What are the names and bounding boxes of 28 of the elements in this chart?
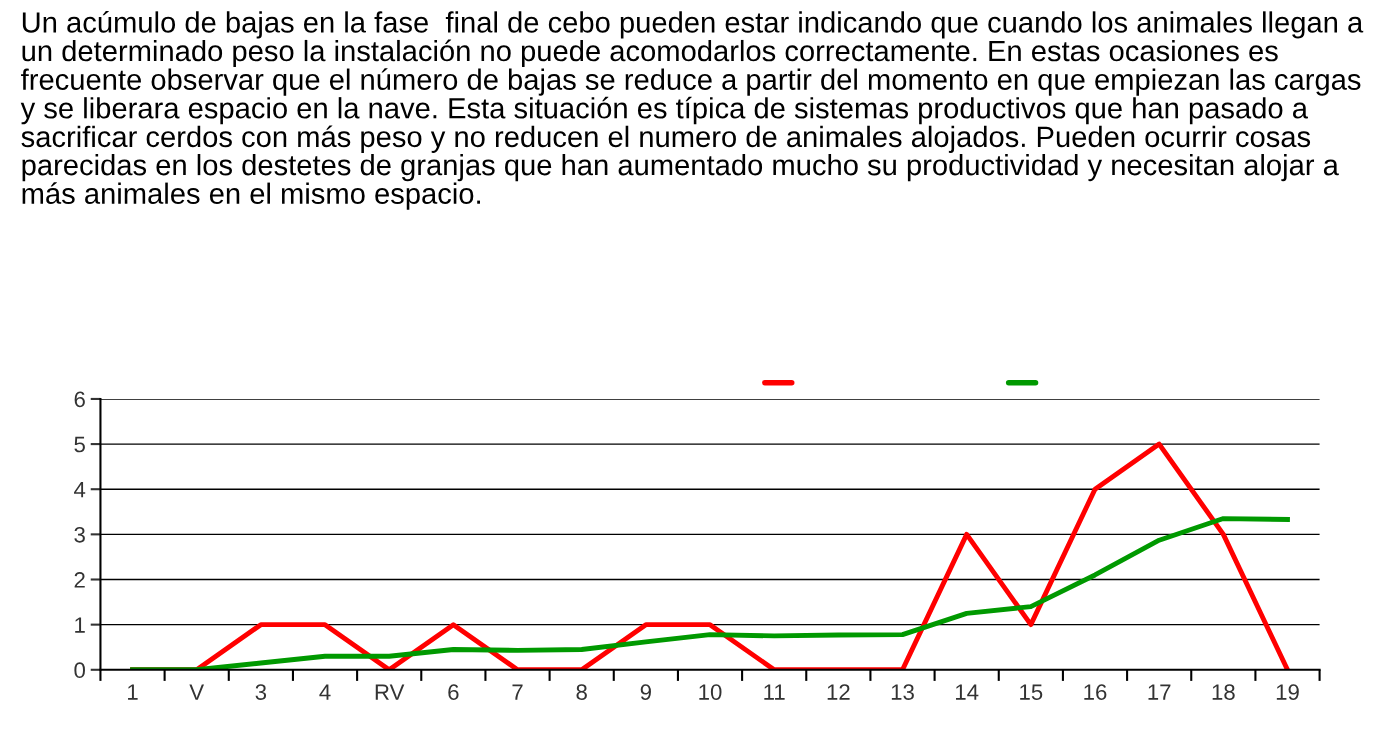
x-tick-label: 14 — [956, 684, 979, 700]
x-tick-label: 10 — [699, 684, 722, 700]
x-tick-label: 9 — [640, 684, 651, 700]
x-tick-label: 8 — [576, 684, 587, 700]
x-tick-label: 19 — [1276, 684, 1299, 700]
y-tick-label: 1 — [75, 617, 85, 633]
y-tick-label: 3 — [74, 526, 85, 543]
x-tick-label: 12 — [827, 684, 850, 700]
x-tick-label: 7 — [512, 684, 523, 700]
x-tick-label: 6 — [448, 684, 459, 700]
x-tick-label: 11 — [764, 684, 785, 700]
y-tick-label: 5 — [74, 436, 85, 453]
x-tick-label: RV — [375, 684, 405, 700]
chart-title: Un acúmulo de bajas en la fase final de cebo pueden estar indicando que cuando los animales llegan a un determinado peso la instalación no puede acomodarlos correctamente. En estas ocasiones es frecuente observar que el número de bajas se reduce a partir del momento en que empiezan las cargas y se liberara espacio en la nave. Esta situación es típica de sistemas productivos que han pasado a sacrificar cerdos con más peso y no reducen el numero de animales alojados. Pueden ocurrir cosas parecidas en los destetes de granjas que han aumentado mucho su productividad y necesitan alojar a más animales en el mismo espacio. — [20, 10, 1364, 210]
line-series — [130, 516, 1290, 670]
y-tick-label: 4 — [74, 481, 86, 498]
x-tick-label: V — [189, 684, 205, 700]
x-tick-label: 18 — [1212, 684, 1235, 700]
y-tick-label: 6 — [74, 391, 85, 408]
y-tick-label: 2 — [74, 572, 85, 588]
x-tick-label: 3 — [255, 684, 267, 700]
x-tick-label: 16 — [1084, 684, 1107, 700]
y-tick-label: 0 — [74, 662, 85, 679]
x-tick-label: 1 — [128, 684, 138, 700]
x-tick-label: 17 — [1148, 684, 1171, 700]
x-tick-label: 13 — [891, 684, 914, 700]
x-tick-label: 4 — [319, 684, 331, 700]
x-tick-label: 15 — [1020, 684, 1043, 700]
